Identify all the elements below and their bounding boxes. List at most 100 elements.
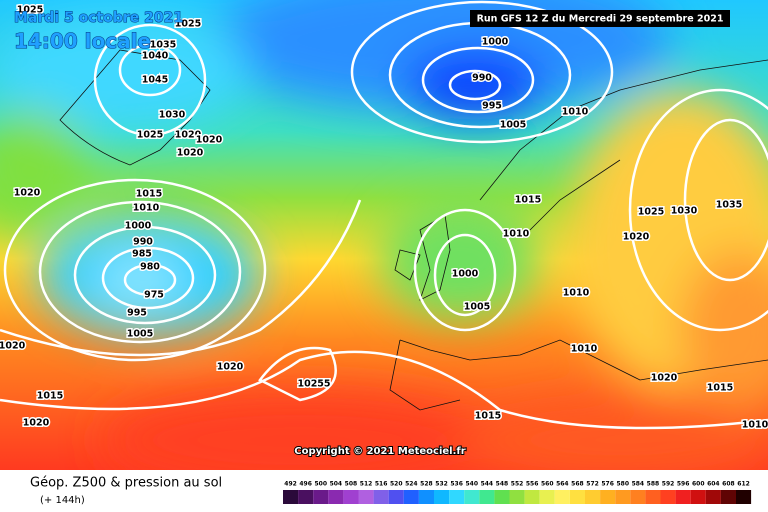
colorbar-label: 504 bbox=[330, 481, 343, 488]
colorbar-label: 592 bbox=[662, 481, 675, 488]
isobar-label: 1025 bbox=[137, 130, 163, 141]
colorbar-swatch bbox=[585, 490, 601, 504]
colorbar-label: 520 bbox=[390, 481, 403, 488]
colorbar-label: 540 bbox=[465, 481, 478, 488]
isobar-label: 1015 bbox=[37, 391, 63, 402]
isobar-label: 1015 bbox=[515, 195, 541, 206]
colorbar-swatch bbox=[615, 490, 631, 504]
time: 14:00 locale bbox=[14, 29, 151, 53]
isobar-label: 1020 bbox=[196, 135, 223, 146]
colorbar-label: 512 bbox=[360, 481, 373, 488]
colorbar-label: 568 bbox=[571, 481, 584, 488]
isobar-label: 1015 bbox=[707, 383, 733, 394]
colorbar-label: 552 bbox=[511, 481, 524, 488]
isobar-label: 1035 bbox=[716, 200, 742, 211]
colorbar-swatch bbox=[298, 490, 314, 504]
colorbar-label: 556 bbox=[526, 481, 539, 488]
colorbar-swatch bbox=[418, 490, 434, 504]
colorbar-label: 524 bbox=[405, 481, 418, 488]
isobar-label: 1000 bbox=[125, 221, 152, 232]
colorbar-label: 580 bbox=[616, 481, 629, 488]
colorbar-swatch bbox=[569, 490, 585, 504]
isobar-label: 1005 bbox=[464, 302, 490, 313]
colorbar-swatch bbox=[403, 490, 419, 504]
legend-subtitle: (+ 144h) bbox=[40, 495, 85, 506]
colorbar-label: 576 bbox=[601, 481, 614, 488]
isobar-label: 1000 bbox=[452, 269, 479, 280]
isobar-label: 1020 bbox=[623, 232, 650, 243]
legend-title: Géop. Z500 & pression au sol bbox=[30, 476, 222, 491]
colorbar-swatch bbox=[328, 490, 344, 504]
run-info: Run GFS 12 Z du Mercredi 29 septembre 20… bbox=[477, 14, 724, 25]
colorbar-swatch bbox=[343, 490, 359, 504]
colorbar-label: 564 bbox=[556, 481, 569, 488]
isobar-label: 1015 bbox=[136, 189, 162, 200]
isobar-label: 1010 bbox=[571, 344, 598, 355]
isobar-label: 1020 bbox=[23, 418, 50, 429]
colorbar-swatch bbox=[720, 490, 736, 504]
isobar-label: 1015 bbox=[475, 411, 501, 422]
colorbar-swatch bbox=[539, 490, 555, 504]
isobar-label: 1025 bbox=[17, 5, 43, 16]
isobar-label: 1020 bbox=[177, 148, 204, 159]
colorbar-swatch bbox=[690, 490, 706, 504]
isobar-label: 1010 bbox=[133, 203, 160, 214]
colorbar-label: 596 bbox=[677, 481, 690, 488]
field bbox=[0, 0, 768, 490]
colorbar-label: 560 bbox=[541, 481, 554, 488]
colorbar-swatch bbox=[494, 490, 510, 504]
isobar-label: 1020 bbox=[0, 341, 26, 352]
colorbar-swatch bbox=[509, 490, 525, 504]
colorbar-label: 508 bbox=[345, 481, 358, 488]
colorbar: 492 496 500 504 508 512 516 520 524 528 532 536 540 5… bbox=[283, 481, 752, 504]
colorbar-swatch bbox=[705, 490, 721, 504]
colorbar-swatch bbox=[283, 490, 299, 504]
isobar-label: 975 bbox=[144, 290, 164, 301]
colorbar-swatch bbox=[524, 490, 540, 504]
colorbar-label: 548 bbox=[496, 481, 509, 488]
isobar-label: 1020 bbox=[217, 362, 244, 373]
colorbar-swatch bbox=[736, 490, 752, 504]
colorbar-label: 588 bbox=[647, 481, 660, 488]
colorbar-label: 608 bbox=[722, 481, 735, 488]
isobar-label: 980 bbox=[140, 262, 160, 273]
copyright: Copyright © 2021 Meteociel.fr bbox=[294, 446, 465, 457]
colorbar-swatch bbox=[645, 490, 661, 504]
isobar-label: 995 bbox=[482, 101, 502, 112]
isobar-label: 1020 bbox=[14, 188, 41, 199]
colorbar-swatch bbox=[434, 490, 450, 504]
colorbar-label: 536 bbox=[450, 481, 463, 488]
isobar-label: 1045 bbox=[142, 75, 168, 86]
colorbar-swatch bbox=[373, 490, 389, 504]
isobar-label: 1005 bbox=[500, 120, 526, 131]
coastlines bbox=[59, 49, 768, 411]
isobar-label: 1000 bbox=[482, 37, 509, 48]
isobar-label: 995 bbox=[127, 308, 147, 319]
run-box bbox=[470, 10, 730, 27]
isobar-label: 1030 bbox=[159, 110, 186, 121]
colorbar-label: 600 bbox=[692, 481, 705, 488]
colorbar-swatch bbox=[479, 490, 495, 504]
colorbar-swatch bbox=[630, 490, 646, 504]
colorbar-swatch bbox=[449, 490, 465, 504]
isobar-label: 1020 bbox=[651, 373, 678, 384]
colorbar-label: 496 bbox=[299, 481, 312, 488]
isobar-label: 990 bbox=[472, 73, 492, 84]
isobar-label: 1035 bbox=[150, 40, 176, 51]
colorbar-label: 584 bbox=[632, 481, 645, 488]
date: Mardi 5 octobre 2021 bbox=[14, 10, 183, 26]
isobar-label: 1005 bbox=[127, 329, 153, 340]
colorbar-swatch bbox=[660, 490, 676, 504]
colorbar-swatch bbox=[675, 490, 691, 504]
isobar-label: 1020 bbox=[175, 130, 202, 141]
colorbar-label: 612 bbox=[737, 481, 750, 488]
isobar-label: 1010 bbox=[562, 107, 589, 118]
colorbar-swatch bbox=[554, 490, 570, 504]
colorbar-label: 500 bbox=[314, 481, 327, 488]
isobar-label: 990 bbox=[133, 237, 153, 248]
colorbar-swatch bbox=[313, 490, 329, 504]
isobar-label: 1025 bbox=[175, 19, 201, 30]
colorbar-swatch bbox=[600, 490, 616, 504]
